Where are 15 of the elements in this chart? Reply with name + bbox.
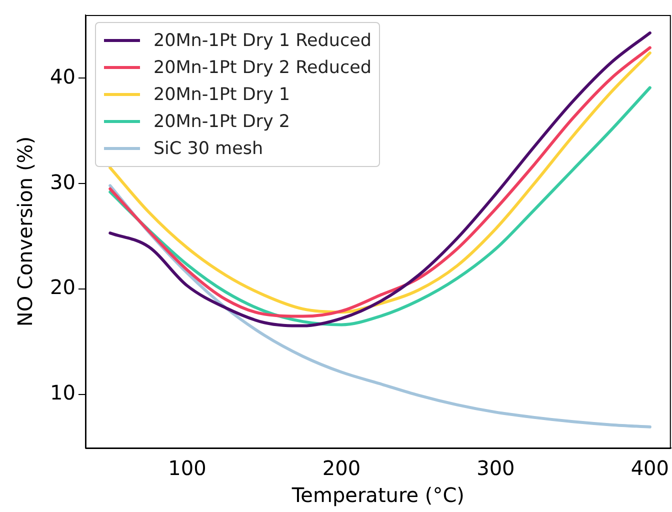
legend-label: SiC 30 mesh [153, 138, 264, 158]
legend-label: 20Mn-1Pt Dry 1 [153, 84, 290, 104]
x-tick-label: 200 [322, 456, 361, 480]
y-tick-label: 20 [50, 275, 76, 300]
legend-label: 20Mn-1Pt Dry 1 Reduced [153, 30, 372, 50]
x-tick-label: 400 [630, 456, 670, 480]
legend-label: 20Mn-1Pt Dry 2 [153, 112, 290, 132]
x-tick-label: 100 [168, 456, 206, 480]
x-tick-label: 300 [476, 456, 515, 480]
legend-label: 20Mn-1Pt Dry 2 Reduced [153, 58, 372, 78]
y-axis-title: NO Conversion (%) [13, 136, 38, 327]
x-axis-title: Temperature (°C) [290, 483, 464, 508]
y-tick-label: 40 [50, 64, 76, 88]
y-tick-label: 10 [50, 380, 76, 404]
y-tick-label: 30 [50, 170, 76, 194]
